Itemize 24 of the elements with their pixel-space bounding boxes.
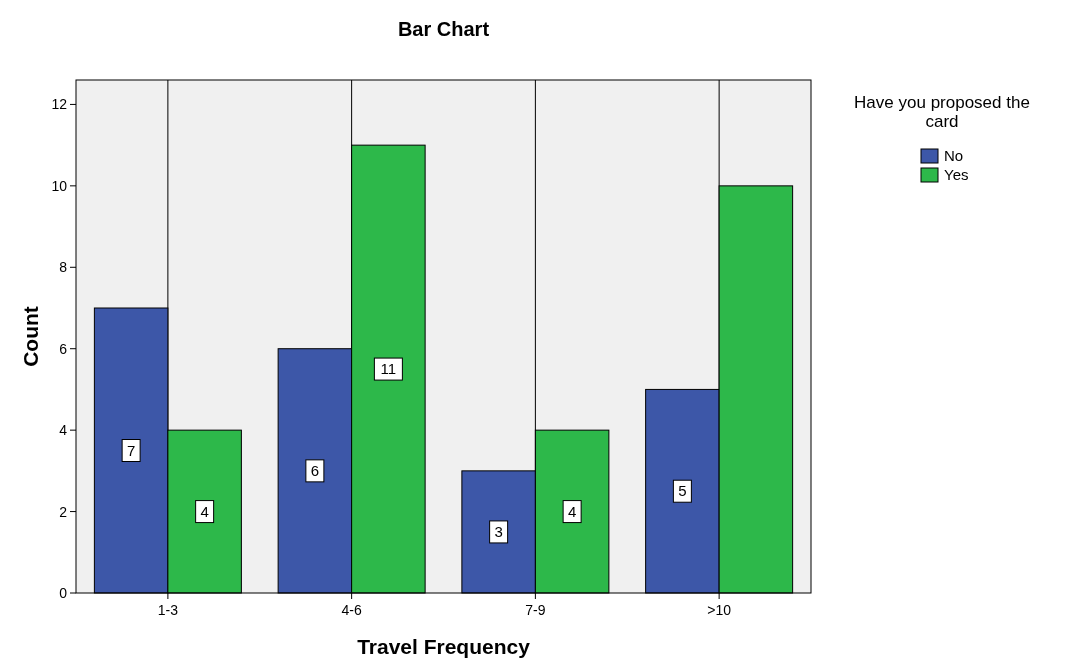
x-tick-label: >10: [707, 602, 732, 618]
data-label: 11: [380, 360, 397, 378]
chart-title: Bar Chart: [397, 18, 490, 40]
y-tick-label: 0: [59, 585, 68, 601]
y-tick-label: 2: [59, 503, 68, 520]
data-label: 7: [126, 441, 136, 459]
legend-label: Yes: [944, 166, 969, 183]
y-tick-label: 8: [59, 259, 68, 276]
data-label: 4: [567, 502, 577, 520]
x-tick-label: 1-3: [157, 602, 179, 618]
data-label: 3: [494, 522, 503, 540]
x-tick-label: 7-9: [525, 602, 546, 618]
y-tick-label: 4: [59, 422, 68, 439]
data-label: 5: [678, 482, 687, 500]
data-label: 4: [200, 502, 209, 520]
legend-label: No: [944, 147, 964, 164]
data-label: 6: [310, 461, 320, 479]
x-tick-label: 4-6: [341, 602, 362, 618]
legend-title: Have you proposed the card: [854, 93, 1030, 131]
x-axis-title: Travel Frequency: [357, 635, 531, 658]
y-tick-label: 12: [51, 96, 68, 113]
y-tick-label: 6: [59, 340, 68, 357]
y-tick-label: 10: [51, 177, 68, 194]
y-axis-title: Count: [19, 306, 42, 367]
